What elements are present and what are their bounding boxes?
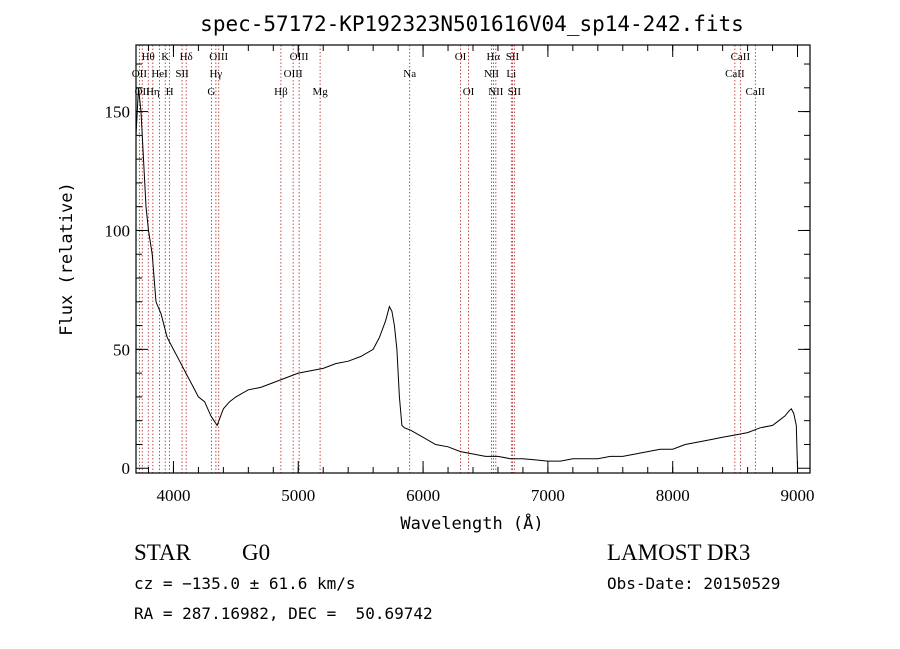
y-tick-label: 50 [113, 340, 130, 359]
line-label: HeI [151, 68, 168, 80]
line-label: Li [506, 68, 516, 80]
x-tick-label: 7000 [531, 486, 565, 505]
line-label: Hβ [274, 86, 288, 98]
y-tick-label: 0 [122, 459, 131, 478]
survey-name: LAMOST DR3 [607, 540, 751, 565]
line-label: G [207, 86, 215, 98]
object-subclass: G0 [242, 540, 271, 565]
line-label: OII [132, 68, 148, 80]
line-label: NII [484, 68, 500, 80]
object-class: STAR [134, 540, 191, 565]
y-axis-label: Flux (relative) [57, 182, 77, 336]
line-label: Hδ [180, 51, 193, 63]
line-label: Hθ [142, 51, 155, 63]
spectral-line-labels: OIIOIIHθHηHeIKHSIIHδGHγOIIIHβOIIIOIIIMgN… [132, 51, 766, 98]
chart-title: spec-57172-KP192323N501616V04_sp14-242.f… [200, 12, 744, 36]
x-tick-label: 5000 [281, 486, 315, 505]
x-tick-label: 4000 [156, 486, 190, 505]
line-label: CaII [725, 68, 745, 80]
line-label: K [161, 51, 169, 63]
x-axis-label: Wavelength (Å) [400, 512, 543, 534]
line-label: OIII [209, 51, 228, 63]
line-label: OIII [284, 68, 303, 80]
line-label: H [166, 86, 174, 98]
x-tick-label: 6000 [406, 486, 440, 505]
y-tick-label: 100 [105, 221, 131, 240]
line-label: SII [508, 86, 522, 98]
line-label: CaII [746, 86, 766, 98]
line-label: NII [488, 86, 504, 98]
obs-date-text: Obs-Date: 20150529 [607, 574, 781, 593]
line-label: Hη [146, 86, 160, 98]
line-label: CaII [731, 51, 751, 63]
axis-ticks: 4000 5000 6000 7000 8000 9000 0 50 100 150 [105, 45, 815, 505]
plot-frame [135, 44, 811, 474]
line-label: OI [455, 51, 467, 63]
x-tick-label: 9000 [781, 486, 815, 505]
line-label: Na [403, 68, 416, 80]
line-label: SII [506, 51, 520, 63]
line-label: SII [175, 68, 189, 80]
spectrum-line [135, 87, 798, 469]
redshift-text: cz = −135.0 ± 61.6 km/s [134, 574, 356, 593]
line-label: OIII [290, 51, 309, 63]
line-label: Hγ [209, 68, 222, 80]
y-tick-label: 150 [105, 103, 131, 122]
spectral-line-markers [138, 45, 756, 473]
line-label: OI [463, 86, 475, 98]
coordinates-text: RA = 287.16982, DEC = 50.69742 [134, 604, 433, 623]
line-label: Mg [312, 86, 328, 98]
x-tick-label: 8000 [656, 486, 690, 505]
line-label: Hα [486, 51, 500, 63]
